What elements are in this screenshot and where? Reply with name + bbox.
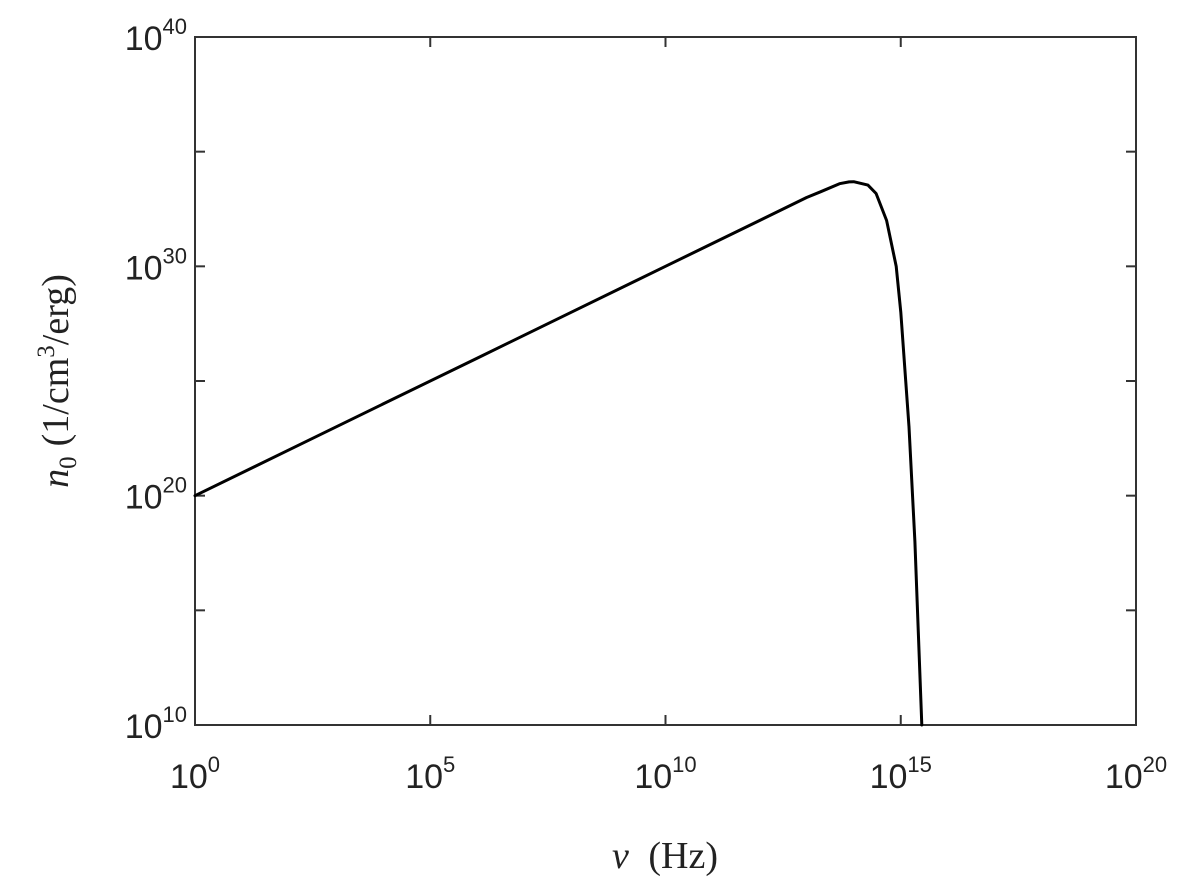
y-axis-subscript: 0 [55,456,82,469]
y-tick-label-2: 1030 [125,243,187,287]
y-tick-labels: 1010 1020 1030 1040 [125,14,187,746]
x-tick-label-4: 1020 [1105,752,1167,796]
y-axis-unit-suffix: /erg) [35,274,77,345]
y-tick-label-3: 1040 [125,14,187,58]
x-tick-label-0: 100 [170,752,220,796]
x-axis-symbol: ν [612,835,629,877]
x-tick-label-1: 105 [405,752,455,796]
y-tick-label-1: 1020 [125,473,187,517]
x-tick-labels: 100 105 1010 1015 1020 [170,752,1167,796]
x-axis-label: ν (Hz) [612,835,718,877]
y-axis-unit-superscript: 3 [33,345,60,358]
y-axis-unit-prefix: (1/cm [35,358,77,447]
x-axis-unit: (Hz) [648,835,718,877]
plot-frame [194,36,1137,726]
series-line [193,180,924,727]
x-tick-label-2: 1010 [634,752,696,796]
y-axis-label: n0 (1/cm3/erg) [33,274,82,488]
x-tick-label-3: 1015 [870,752,932,796]
y-axis-symbol: n [35,469,77,488]
y-tick-label-0: 1010 [125,702,187,746]
axis-ticks [194,36,1137,726]
